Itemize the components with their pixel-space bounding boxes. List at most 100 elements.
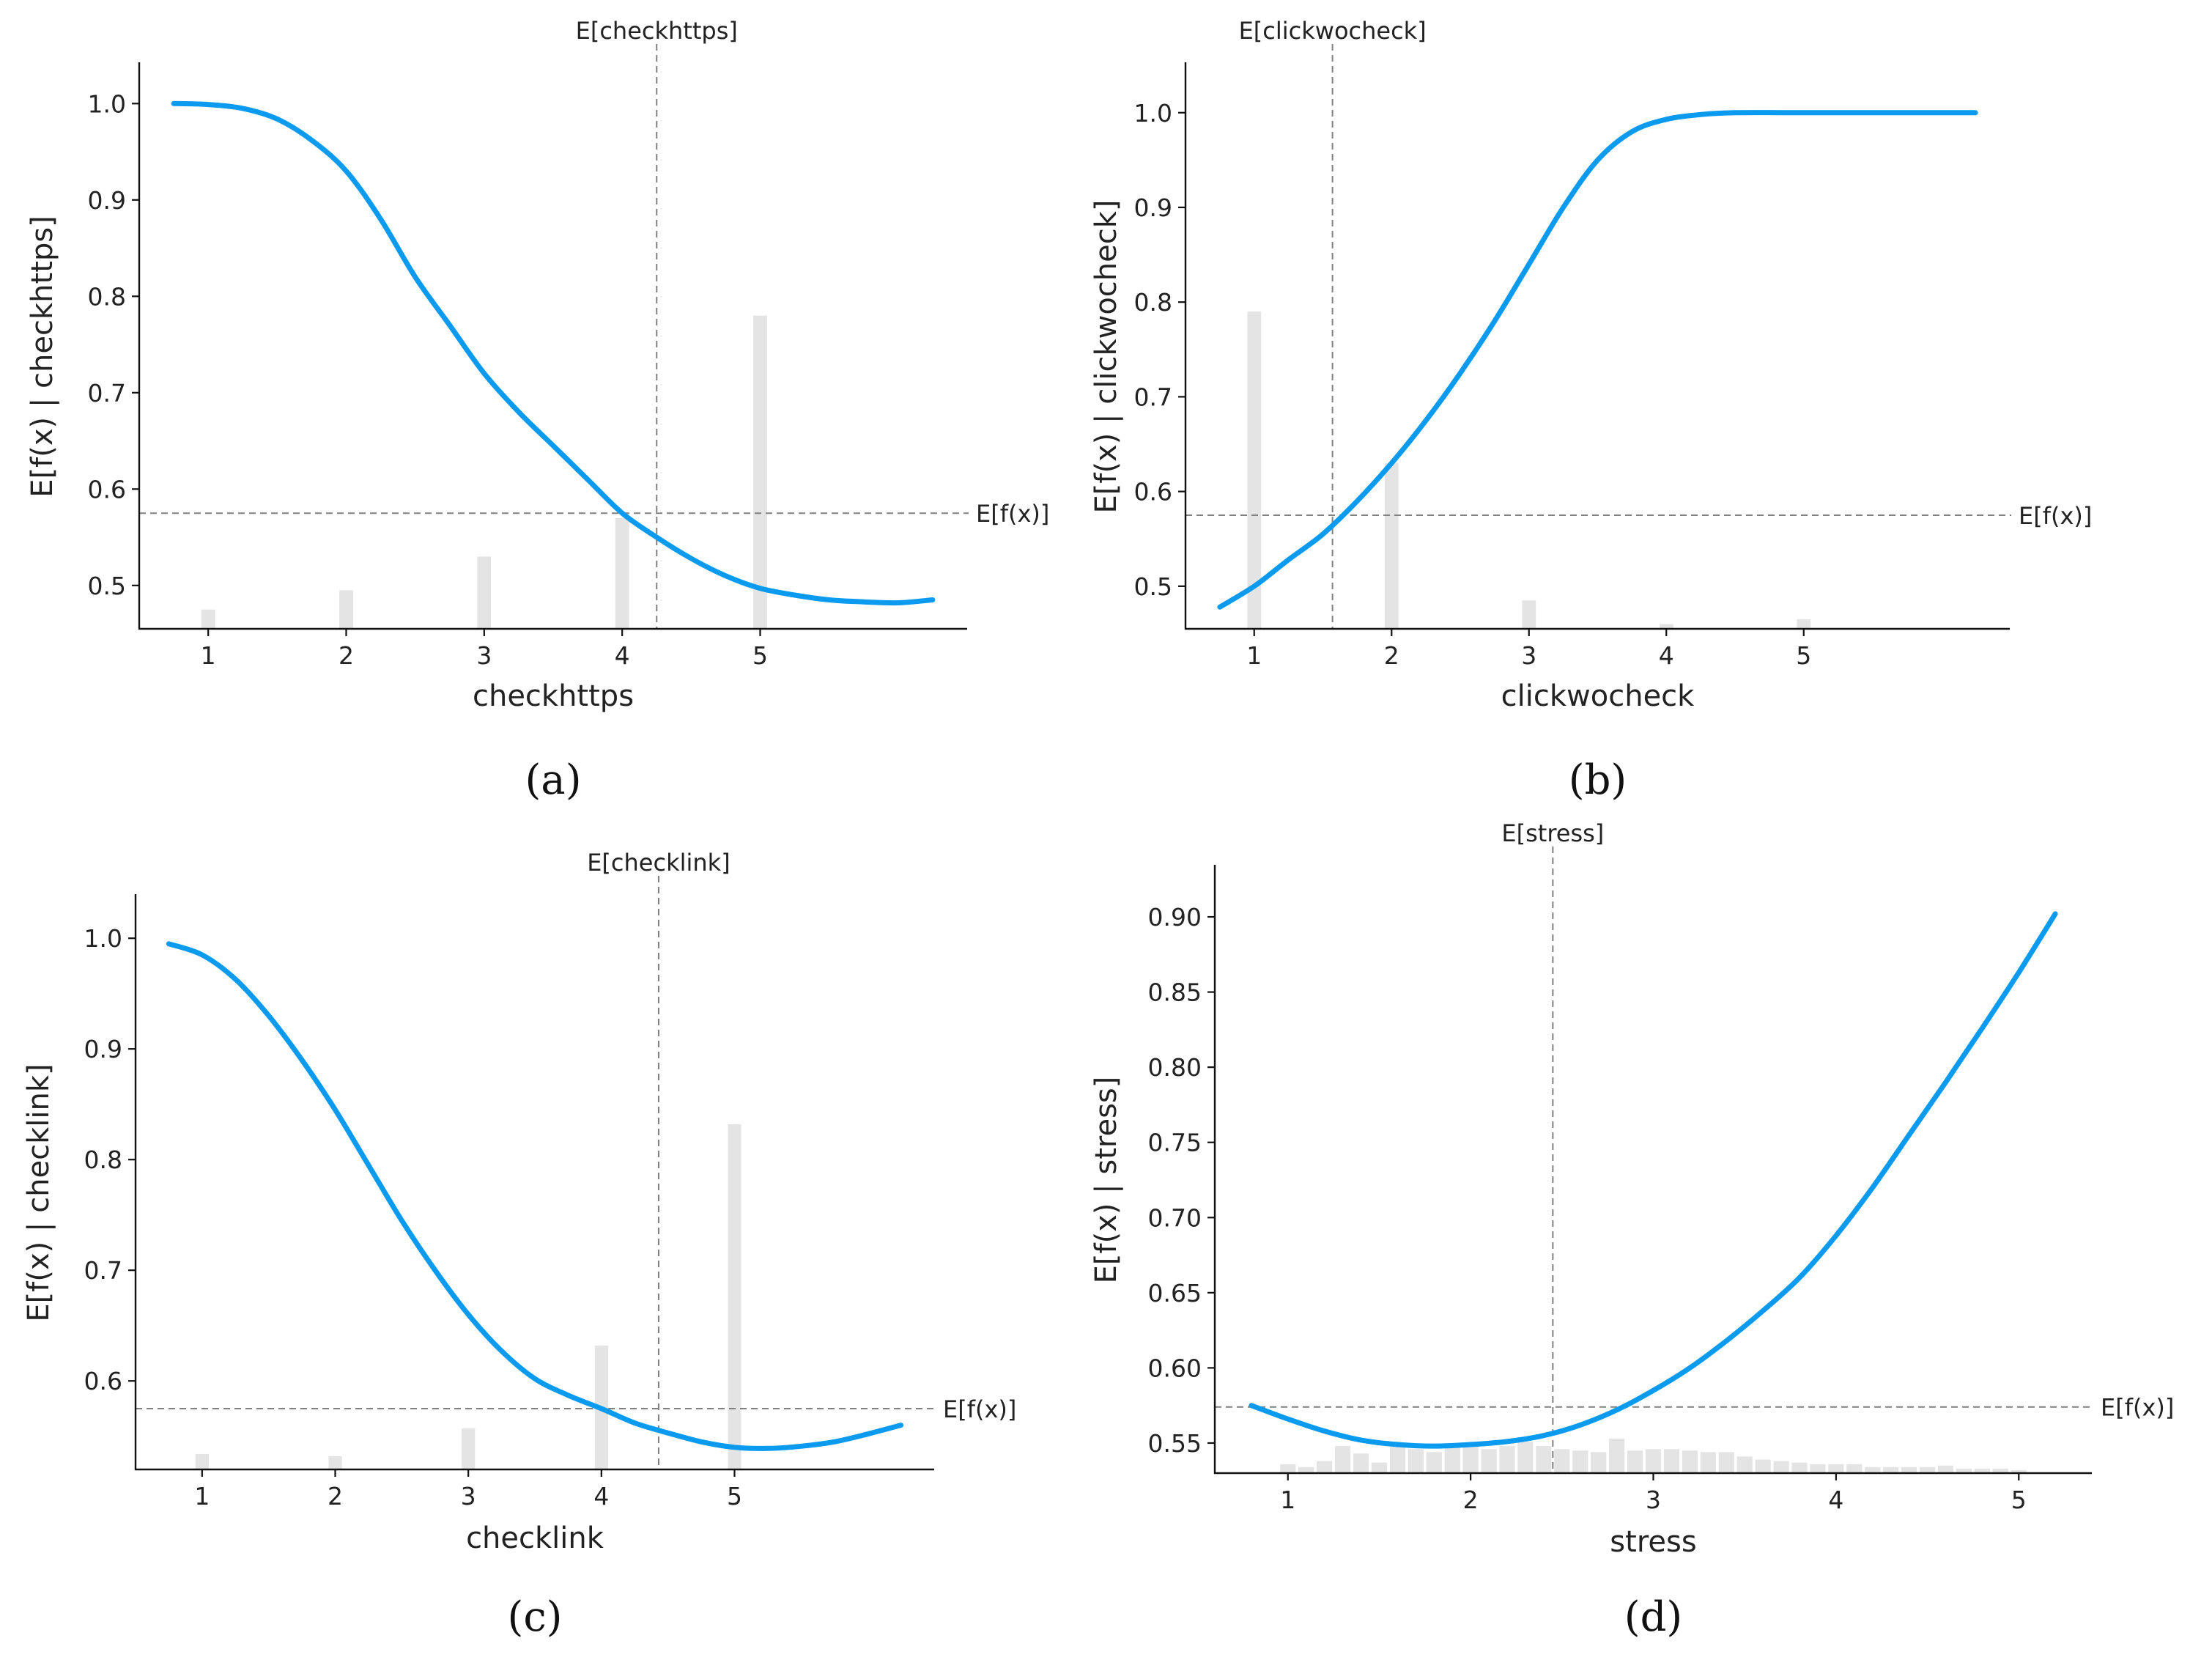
histogram-bar-c-3 bbox=[462, 1428, 476, 1469]
y-tick-label-d-1: 0.55 bbox=[1148, 1429, 1202, 1458]
histogram-bar-a-2 bbox=[339, 590, 353, 629]
histogram-bar-d-32 bbox=[1846, 1464, 1863, 1473]
y-tick-label-b-3: 0.7 bbox=[1134, 383, 1172, 411]
mean-y-label-b: E[f(x)] bbox=[2019, 502, 2092, 530]
x-tick-label-a-2: 2 bbox=[339, 641, 354, 670]
histogram-bar-a-5 bbox=[753, 315, 767, 629]
y-ticks-a: 0.5 0.6 0.7 0.8 0.9 1.0 bbox=[88, 89, 139, 600]
histogram-bar-d-38 bbox=[1956, 1468, 1972, 1473]
histogram-bar-d-7 bbox=[1389, 1443, 1405, 1473]
histogram-bar-b-2 bbox=[1384, 462, 1399, 629]
x-tick-label-a-5: 5 bbox=[752, 641, 768, 670]
y-ticks-b: 0.5 0.6 0.7 0.8 0.9 1.0 bbox=[1134, 99, 1185, 601]
y-tick-label-a-4: 0.8 bbox=[88, 282, 126, 311]
x-tick-label-c-5: 5 bbox=[727, 1482, 742, 1510]
panel-label-b: (b) bbox=[1569, 756, 1627, 804]
histogram-b bbox=[1247, 311, 1811, 629]
y-tick-label-a-2: 0.6 bbox=[88, 475, 126, 503]
histogram-bar-b-3 bbox=[1522, 600, 1536, 629]
y-tick-label-c-1: 0.6 bbox=[84, 1367, 122, 1395]
mean-x-label-d: E[stress] bbox=[1501, 819, 1604, 847]
histogram-bar-c-1 bbox=[195, 1453, 209, 1469]
histogram-bar-d-2 bbox=[1298, 1467, 1314, 1473]
panel-c: 1 2 3 4 5 0.6 0.7 0.8 0.9 1.0 E[checklink] E[f(x… bbox=[22, 849, 1016, 1641]
y-tick-label-b-4: 0.8 bbox=[1134, 288, 1172, 317]
x-tick-label-c-4: 4 bbox=[593, 1482, 609, 1510]
panel-a: 1 2 3 4 5 0.5 0.6 0.7 0.8 0.9 1.0 E[checkhttps] E… bbox=[26, 17, 1049, 804]
histogram-bar-d-21 bbox=[1645, 1449, 1662, 1473]
histogram-bar-d-33 bbox=[1865, 1467, 1881, 1473]
histogram-bar-d-15 bbox=[1536, 1446, 1552, 1473]
y-tick-label-d-3: 0.65 bbox=[1148, 1279, 1202, 1307]
histogram-a bbox=[201, 315, 767, 629]
x-axis-title-a: checkhttps bbox=[473, 679, 634, 713]
mean-x-label-b: E[clickwocheck] bbox=[1239, 17, 1427, 45]
histogram-bar-a-3 bbox=[477, 556, 492, 629]
dependence-curve-d bbox=[1249, 911, 2058, 1449]
dependence-curve-a bbox=[171, 100, 936, 606]
histogram-bar-d-23 bbox=[1682, 1450, 1698, 1473]
histogram-bar-d-27 bbox=[1755, 1459, 1771, 1473]
histogram-bar-d-5 bbox=[1353, 1453, 1369, 1473]
y-tick-label-d-6: 0.80 bbox=[1148, 1053, 1202, 1082]
histogram-bar-d-41 bbox=[2011, 1469, 2027, 1473]
y-tick-label-b-6: 1.0 bbox=[1134, 99, 1172, 128]
histogram-bar-d-20 bbox=[1627, 1450, 1643, 1473]
x-tick-label-a-4: 4 bbox=[615, 641, 630, 670]
histogram-bar-d-1 bbox=[1280, 1464, 1296, 1473]
x-tick-label-d-3: 3 bbox=[1646, 1486, 1661, 1514]
dependence-curve-b bbox=[1217, 110, 1978, 610]
histogram-bar-d-35 bbox=[1901, 1467, 1917, 1473]
panel-label-a: (a) bbox=[525, 756, 581, 804]
y-tick-label-c-3: 0.8 bbox=[84, 1146, 122, 1174]
y-tick-label-b-1: 0.5 bbox=[1134, 572, 1172, 601]
y-axis-title-b: E[f(x) | clickwocheck] bbox=[1090, 199, 1123, 513]
histogram-bar-d-6 bbox=[1371, 1462, 1387, 1473]
x-axis-title-c: checklink bbox=[466, 1521, 604, 1555]
y-tick-label-c-4: 0.9 bbox=[84, 1035, 122, 1063]
x-tick-label-c-1: 1 bbox=[194, 1482, 210, 1510]
histogram-bar-d-10 bbox=[1444, 1447, 1460, 1473]
histogram-bar-d-31 bbox=[1828, 1464, 1844, 1473]
axes-a bbox=[138, 62, 967, 630]
histogram-bar-d-4 bbox=[1335, 1446, 1351, 1473]
y-axis-title-a: E[f(x) | checkhttps] bbox=[26, 215, 59, 497]
histogram-bar-d-37 bbox=[1937, 1465, 1954, 1473]
histogram-bar-d-12 bbox=[1481, 1449, 1497, 1473]
histogram-bar-d-25 bbox=[1718, 1452, 1734, 1473]
y-tick-label-a-6: 1.0 bbox=[88, 89, 126, 118]
histogram-bar-d-30 bbox=[1810, 1464, 1826, 1473]
mean-y-label-a: E[f(x)] bbox=[976, 500, 1049, 528]
histogram-bar-d-24 bbox=[1700, 1452, 1716, 1473]
histogram-bar-d-16 bbox=[1554, 1449, 1570, 1473]
y-tick-label-d-8: 0.90 bbox=[1148, 903, 1202, 932]
x-ticks-c: 1 2 3 4 5 bbox=[194, 1469, 742, 1510]
histogram-bar-d-17 bbox=[1572, 1450, 1588, 1473]
x-tick-label-b-5: 5 bbox=[1796, 641, 1811, 670]
mean-y-label-c: E[f(x)] bbox=[943, 1395, 1016, 1423]
histogram-bar-d-29 bbox=[1791, 1462, 1808, 1473]
y-tick-label-a-5: 0.9 bbox=[88, 186, 126, 215]
x-tick-label-b-4: 4 bbox=[1659, 641, 1674, 670]
dependence-curve-c bbox=[166, 941, 904, 1451]
x-tick-label-d-5: 5 bbox=[2011, 1486, 2027, 1514]
histogram-bar-d-36 bbox=[1920, 1467, 1936, 1473]
histogram-d bbox=[1280, 1438, 2027, 1473]
histogram-bar-b-1 bbox=[1247, 311, 1262, 629]
x-tick-label-a-3: 3 bbox=[476, 641, 492, 670]
histogram-bar-d-40 bbox=[1992, 1468, 2008, 1473]
x-ticks-a: 1 2 3 4 5 bbox=[201, 629, 768, 670]
histogram-bar-a-1 bbox=[201, 609, 215, 629]
x-tick-label-b-1: 1 bbox=[1246, 641, 1262, 670]
y-axis-title-d: E[f(x) | stress] bbox=[1090, 1077, 1123, 1284]
y-ticks-c: 0.6 0.7 0.8 0.9 1.0 bbox=[84, 924, 136, 1395]
x-tick-label-d-2: 2 bbox=[1463, 1486, 1479, 1514]
histogram-bar-b-4 bbox=[1659, 624, 1673, 629]
histogram-bar-d-39 bbox=[1974, 1468, 1990, 1473]
histogram-bar-d-19 bbox=[1609, 1438, 1625, 1473]
histogram-bar-d-28 bbox=[1773, 1461, 1789, 1473]
histogram-bar-d-3 bbox=[1317, 1461, 1333, 1473]
x-tick-label-d-4: 4 bbox=[1828, 1486, 1843, 1514]
y-tick-label-b-2: 0.6 bbox=[1134, 478, 1172, 506]
